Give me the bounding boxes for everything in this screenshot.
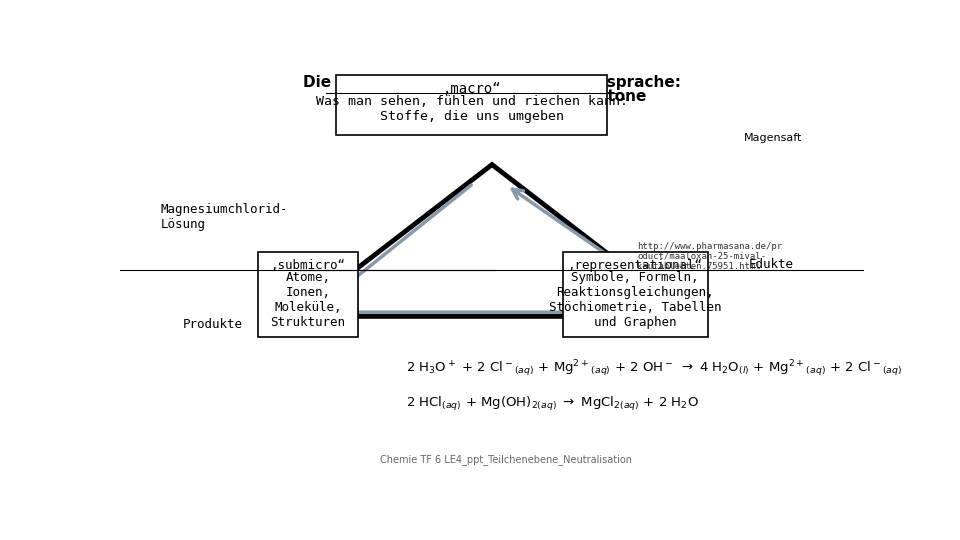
Text: Die 3 Ebenen der chemischen  Fachsprache:: Die 3 Ebenen der chemischen Fachsprache: — [303, 75, 681, 90]
Text: Chemie TF 6 LE4_ppt_Teilchenebene_Neutralisation: Chemie TF 6 LE4_ppt_Teilchenebene_Neutra… — [380, 454, 633, 465]
FancyBboxPatch shape — [257, 252, 358, 337]
FancyBboxPatch shape — [563, 252, 708, 337]
FancyBboxPatch shape — [336, 75, 608, 136]
Text: Magnesiumchlorid-
Lösung: Magnesiumchlorid- Lösung — [161, 202, 288, 231]
Text: ‚macro“: ‚macro“ — [443, 82, 501, 96]
Text: Magensaft: Magensaft — [744, 133, 803, 144]
Text: Symbole, Formeln,
Reaktionsgleichungen,
Stöchiometrie, Tabellen
und Graphen: Symbole, Formeln, Reaktionsgleichungen, … — [549, 272, 722, 329]
Text: Was man sehen, fühlen und riechen kann:
Stoffe, die uns umgeben: Was man sehen, fühlen und riechen kann: … — [316, 94, 628, 123]
Text: 2 HCl$_{(aq)}$ + Mg(OH)$_{2(aq)}$ $\rightarrow$ MgCl$_{2(aq)}$ + 2 H$_2$O: 2 HCl$_{(aq)}$ + Mg(OH)$_{2(aq)}$ $\righ… — [406, 395, 700, 413]
Text: ‚representational“: ‚representational“ — [567, 259, 703, 272]
Text: Atome,
Ionen,
Moleküle,
Strukturen: Atome, Ionen, Moleküle, Strukturen — [271, 272, 346, 329]
Text: ‚submicro“: ‚submicro“ — [271, 259, 346, 272]
Text: http://www.pharmasana.de/pr
oduct/maaloxan-25-mival-
kautabletten.75951.html: http://www.pharmasana.de/pr oduct/maalox… — [637, 241, 782, 271]
Text: Edukte: Edukte — [749, 258, 794, 271]
Text: Produkte: Produkte — [183, 318, 243, 331]
Text: Chemisches Dreieck nach Johnstone: Chemisches Dreieck nach Johnstone — [337, 89, 647, 104]
Text: 2 H$_3$O$^+$ + 2 Cl$^-$$_{(aq)}$ + Mg$^{2+}$$_{(aq)}$ + 2 OH$^-$ $\rightarrow$ 4: 2 H$_3$O$^+$ + 2 Cl$^-$$_{(aq)}$ + Mg$^{… — [406, 358, 902, 379]
